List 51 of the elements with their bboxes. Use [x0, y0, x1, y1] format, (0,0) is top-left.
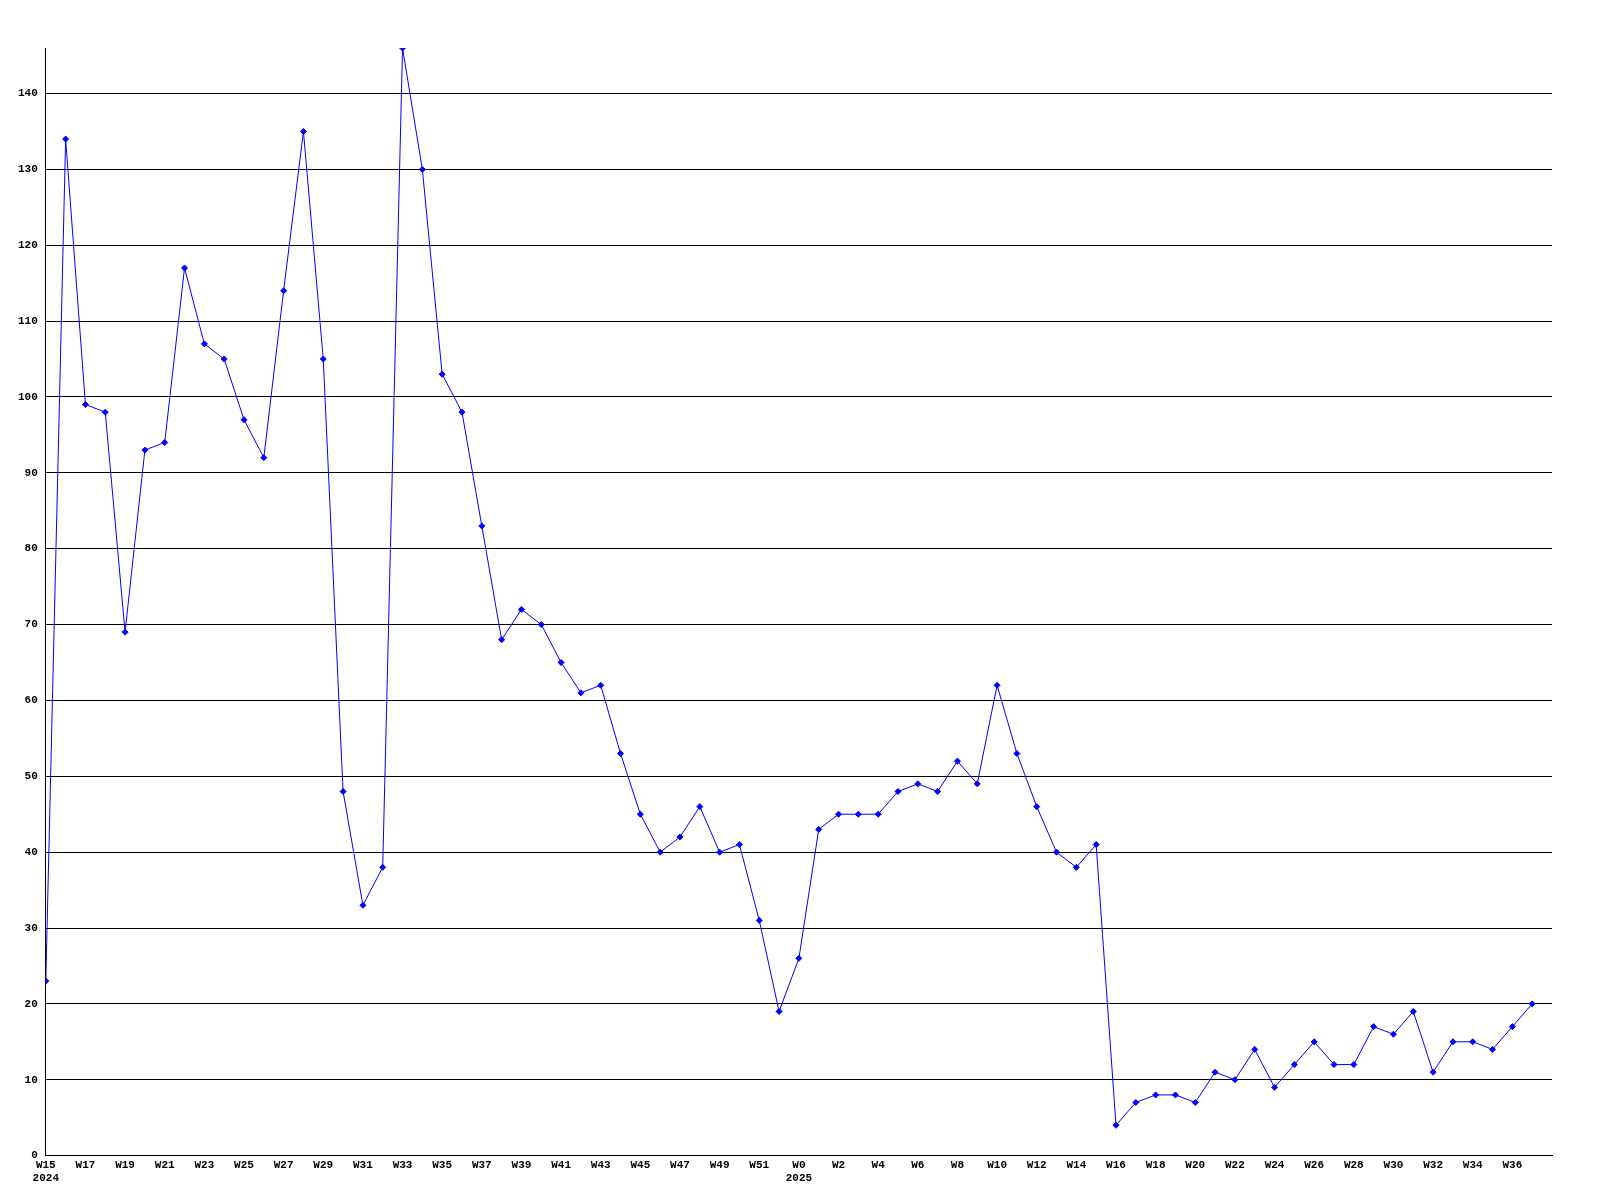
x-tick-label: W18: [1145, 1158, 1166, 1171]
y-tick-label: 10: [24, 1073, 38, 1086]
x-tick-label: W33: [392, 1158, 413, 1171]
x-tick-label: W36: [1502, 1158, 1523, 1171]
x-tick-label: W29: [313, 1158, 334, 1171]
y-tick-label: 80: [24, 542, 38, 555]
x-tick-label: W35: [432, 1158, 453, 1171]
y-tick-label: 90: [24, 466, 38, 479]
y-tick-label: 70: [24, 618, 38, 631]
y-tick-label: 110: [17, 314, 38, 327]
x-tick-label: W28: [1343, 1158, 1365, 1171]
x-tick-label: W0 2025: [785, 1158, 813, 1185]
x-tick-label: W12: [1026, 1158, 1047, 1171]
x-tick-label: W32: [1423, 1158, 1443, 1171]
y-tick-label: 50: [24, 770, 38, 783]
x-tick-label: W41: [551, 1158, 572, 1171]
x-tick-label: W25: [234, 1158, 255, 1171]
x-tick-label: W45: [630, 1158, 651, 1171]
x-tick-label: W6: [911, 1158, 925, 1171]
x-tick-label: W37: [471, 1158, 492, 1171]
x-tick-label: W20: [1185, 1158, 1206, 1171]
x-tick-label: W47: [670, 1158, 690, 1171]
x-tick-label: W23: [194, 1158, 215, 1171]
x-tick-label: W17: [75, 1158, 96, 1171]
x-tick-label: W10: [987, 1158, 1007, 1171]
x-tick-label: W51: [749, 1158, 770, 1171]
y-tick-label: 20: [24, 997, 38, 1010]
x-tick-label: W30: [1383, 1158, 1404, 1171]
x-tick-label: W2: [831, 1158, 846, 1171]
x-tick-label: W31: [352, 1158, 374, 1171]
y-tick-label: 30: [24, 921, 38, 934]
x-tick-label: W22: [1225, 1158, 1245, 1171]
y-tick-label: 40: [24, 845, 38, 858]
x-tick-label: W27: [273, 1158, 294, 1171]
x-tick-label: W8: [950, 1158, 965, 1171]
y-tick-label: 100: [17, 390, 38, 403]
x-tick-label: W14: [1066, 1158, 1087, 1171]
x-tick-label: W16: [1106, 1158, 1126, 1171]
y-tick-label: 120: [17, 239, 38, 252]
y-tick-label: 140: [17, 87, 38, 100]
x-tick-label: W26: [1304, 1158, 1325, 1171]
x-tick-label: W24: [1264, 1158, 1285, 1171]
x-tick-label: W19: [115, 1158, 135, 1171]
x-tick-label: W4: [871, 1158, 886, 1171]
y-tick-label: 130: [17, 163, 38, 176]
x-tick-label: W34: [1462, 1158, 1484, 1171]
x-tick-label: W21: [154, 1158, 176, 1171]
y-tick-label: 60: [24, 694, 38, 707]
x-tick-label: W43: [590, 1158, 612, 1171]
x-tick-label: W49: [709, 1158, 730, 1171]
x-tick-label: W39: [511, 1158, 532, 1171]
